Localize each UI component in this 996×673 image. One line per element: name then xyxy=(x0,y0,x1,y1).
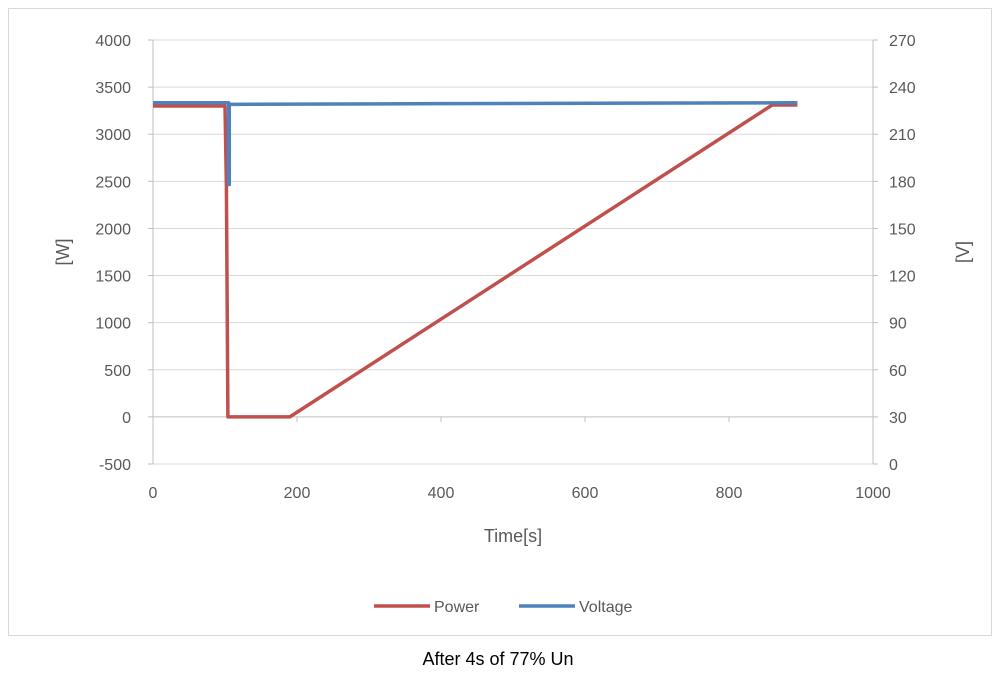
right-tick-label: 90 xyxy=(889,316,907,333)
series-line-voltage xyxy=(153,101,798,187)
left-tick-label: -500 xyxy=(99,457,131,474)
x-tick-label: 0 xyxy=(149,485,158,502)
legend-label-voltage: Voltage xyxy=(579,599,632,616)
series-line-power xyxy=(153,103,798,419)
chart-frame: 0 200 400 600 800 1000 -500 0 500 1000 1500 2000 250… xyxy=(8,8,992,636)
grid-lines xyxy=(153,39,873,465)
x-axis-title: Time[s] xyxy=(484,526,542,546)
left-tick-label: 500 xyxy=(104,363,131,380)
tick-labels: 0 200 400 600 800 1000-5000500100015002000250… xyxy=(95,33,915,502)
left-tick-label: 0 xyxy=(122,410,131,427)
legend-label-power: Power xyxy=(434,599,480,616)
series-lines xyxy=(153,101,798,419)
x-tick-label: 600 xyxy=(572,485,599,502)
x-tick-label: 200 xyxy=(284,485,311,502)
legend: Power Voltage xyxy=(374,599,632,616)
left-axis-title: [W] xyxy=(53,239,73,266)
legend-item-power: Power xyxy=(374,599,480,616)
chart-svg: 0 200 400 600 800 1000-5000500100015002000250… xyxy=(53,33,973,616)
right-tick-label: 210 xyxy=(889,127,916,144)
left-tick-label: 1500 xyxy=(95,269,131,286)
right-axis-title: [V] xyxy=(953,241,973,263)
chart-caption: After 4s of 77% Un xyxy=(422,649,574,669)
left-tick-label: 2500 xyxy=(95,174,131,191)
right-tick-label: 120 xyxy=(889,269,916,286)
x-tick-label: 800 xyxy=(716,485,743,502)
x-tick-label: 400 xyxy=(428,485,455,502)
right-tick-label: 0 xyxy=(889,457,898,474)
left-tick-label: 4000 xyxy=(95,33,131,50)
right-tick-label: 150 xyxy=(889,221,916,238)
x-tick-label: 1000 xyxy=(855,485,891,502)
right-tick-label: 180 xyxy=(889,174,916,191)
left-tick-label: 3000 xyxy=(95,127,131,144)
right-tick-label: 30 xyxy=(889,410,907,427)
left-tick-label: 3500 xyxy=(95,80,131,97)
right-tick-label: 240 xyxy=(889,80,916,97)
left-tick-label: 2000 xyxy=(95,221,131,238)
right-tick-label: 270 xyxy=(889,33,916,50)
right-tick-label: 60 xyxy=(889,363,907,380)
left-tick-label: 1000 xyxy=(95,316,131,333)
legend-item-voltage: Voltage xyxy=(519,599,632,616)
